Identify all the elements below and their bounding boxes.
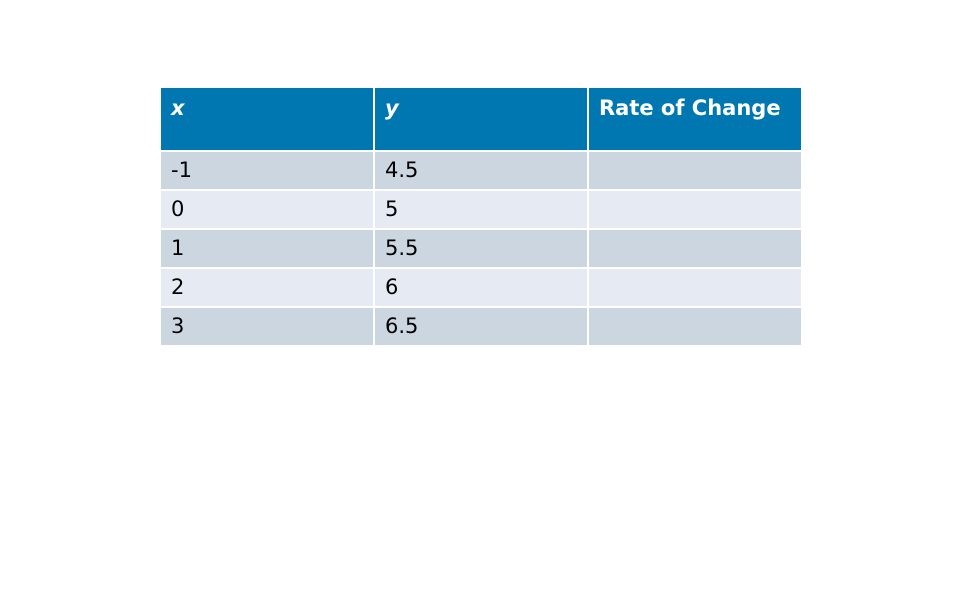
cell-x: 2: [159, 267, 375, 308]
cell-y: 4.5: [373, 150, 589, 191]
cell-x: -1: [159, 150, 375, 191]
table-row: 2 6: [159, 267, 803, 308]
cell-x: 1: [159, 228, 375, 269]
rate-of-change-table: x y Rate of Change -1 4.5 0 5 1 5.5: [159, 86, 803, 347]
cell-rate-of-change: [587, 189, 803, 230]
table-row: 1 5.5: [159, 228, 803, 269]
table-header-row: x y Rate of Change: [159, 86, 803, 152]
cell-y: 5: [373, 189, 589, 230]
cell-rate-of-change: [587, 150, 803, 191]
header-rate-of-change: Rate of Change: [587, 86, 803, 152]
cell-y: 6.5: [373, 306, 589, 347]
cell-rate-of-change: [587, 267, 803, 308]
cell-x: 0: [159, 189, 375, 230]
cell-rate-of-change: [587, 306, 803, 347]
cell-y: 5.5: [373, 228, 589, 269]
cell-y: 6: [373, 267, 589, 308]
cell-x: 3: [159, 306, 375, 347]
cell-rate-of-change: [587, 228, 803, 269]
header-y: y: [373, 86, 589, 152]
table-row: 0 5: [159, 189, 803, 230]
header-x: x: [159, 86, 375, 152]
table-row: 3 6.5: [159, 306, 803, 347]
table-row: -1 4.5: [159, 150, 803, 191]
